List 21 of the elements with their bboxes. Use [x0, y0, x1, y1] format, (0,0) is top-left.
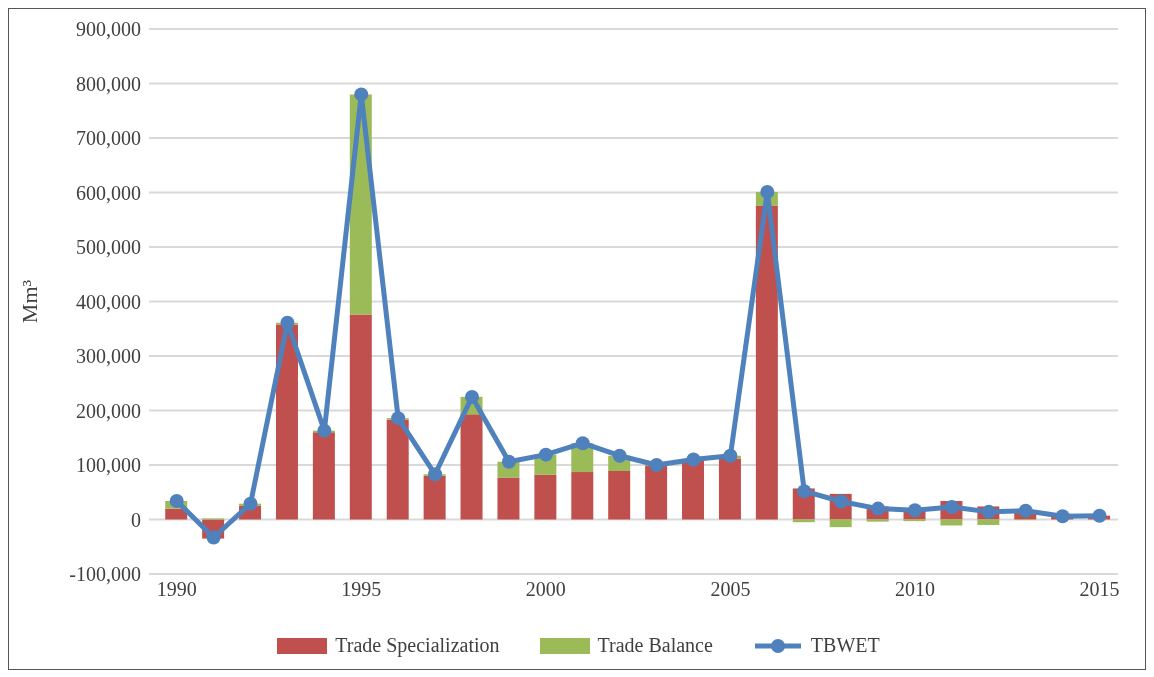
legend-label: Trade Balance [597, 634, 713, 657]
y-tick-label: 600,000 [76, 181, 141, 204]
legend-label: TBWET [810, 634, 880, 657]
y-tick-label: 700,000 [76, 127, 141, 150]
y-tick-label: 0 [131, 508, 141, 531]
x-tick-label: 1995 [341, 578, 382, 601]
y-tick-label: -100,000 [69, 563, 141, 586]
x-tick-label: 2000 [525, 578, 566, 601]
y-tick-label: 500,000 [76, 236, 141, 259]
x-tick-label: 2015 [1079, 578, 1120, 601]
y-tick-label: 100,000 [76, 454, 141, 477]
y-tick-label: 900,000 [76, 18, 141, 41]
y-tick-label: 300,000 [76, 345, 141, 368]
y-axis-title: Mm³ [16, 279, 42, 324]
y-tick-label: 800,000 [76, 72, 141, 95]
x-tick-label: 2010 [894, 578, 935, 601]
x-tick-label: 1990 [156, 578, 197, 601]
y-tick-label: 200,000 [76, 399, 141, 422]
legend-label: Trade Specialization [335, 634, 500, 657]
y-tick-label: 400,000 [76, 290, 141, 313]
x-tick-label: 2005 [710, 578, 751, 601]
